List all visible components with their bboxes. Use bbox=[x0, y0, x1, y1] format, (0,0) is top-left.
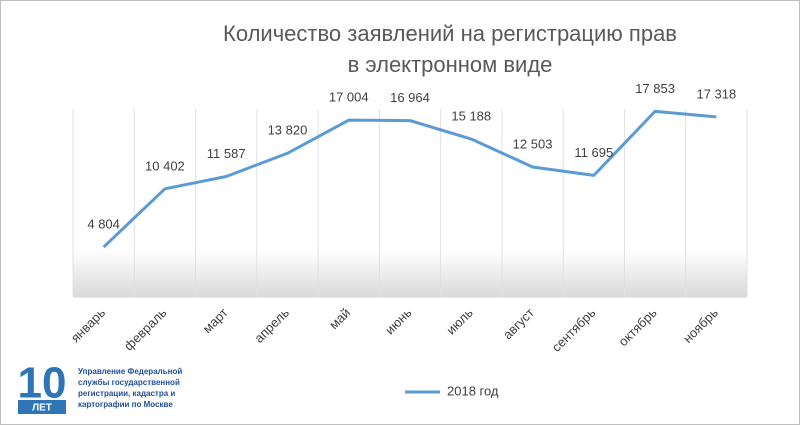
logo-text: регистрации, кадастра и bbox=[78, 389, 175, 398]
data-label: 10 402 bbox=[145, 158, 185, 173]
logo-text: службы государственной bbox=[78, 378, 180, 387]
data-label: 17 318 bbox=[696, 86, 736, 101]
logo-badge: ЛЕТ bbox=[32, 403, 52, 414]
line bbox=[102, 109, 717, 249]
plot-band bbox=[73, 250, 747, 297]
data-label: 11 695 bbox=[574, 145, 613, 160]
data-label: 15 188 bbox=[451, 108, 491, 123]
data-label: 4 804 bbox=[87, 216, 120, 231]
legend-label: 2018 год bbox=[447, 383, 499, 398]
data-label: 11 587 bbox=[207, 146, 246, 161]
logo: 10 ЛЕТ Управление Федеральной службы гос… bbox=[18, 359, 182, 414]
chart-title: Количество заявлений на регистрацию прав bbox=[223, 21, 677, 46]
logo-text: Управление Федеральной bbox=[78, 367, 182, 376]
data-label: 13 820 bbox=[268, 123, 308, 138]
data-label: 17 853 bbox=[635, 81, 675, 96]
logo-text: картографии по Москве bbox=[78, 400, 173, 409]
logo-number: 10 bbox=[18, 359, 67, 408]
logo-badge-bg bbox=[18, 400, 66, 414]
chart-title: в электронном виде bbox=[348, 52, 553, 77]
data-label: 12 503 bbox=[513, 136, 553, 151]
data-label: 17 004 bbox=[329, 90, 369, 105]
data-label: 16 964 bbox=[390, 90, 430, 105]
